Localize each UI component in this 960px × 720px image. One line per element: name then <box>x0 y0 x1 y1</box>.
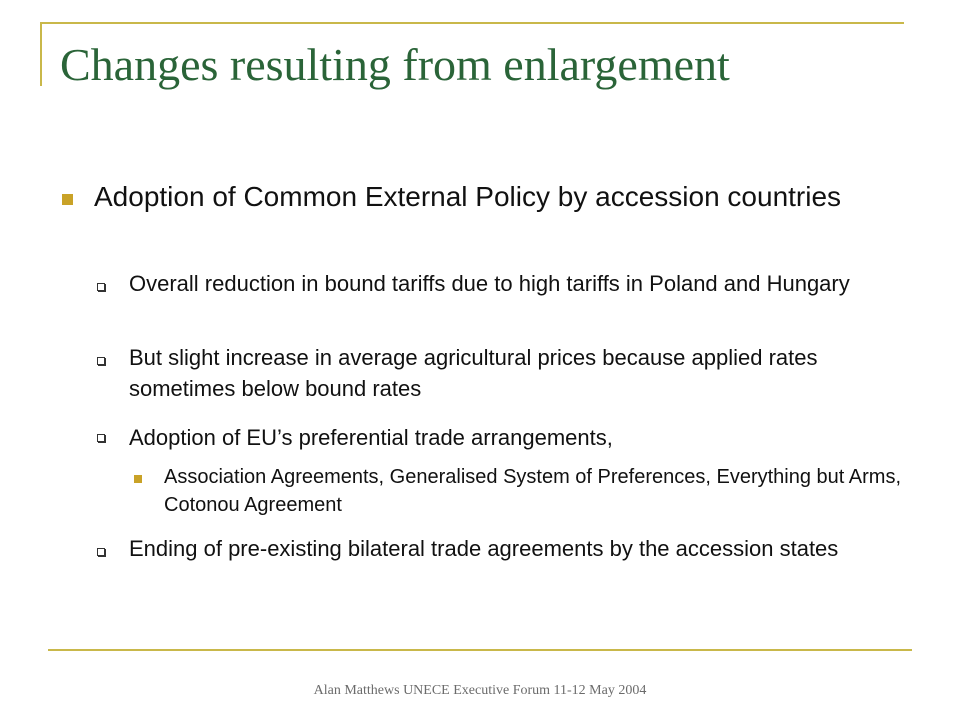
sub-bullet-2: But slight increase in average agricultu… <box>129 345 818 401</box>
square-bullet-icon <box>62 194 73 205</box>
sub-bullet-4: Ending of pre-existing bilateral trade a… <box>129 536 839 561</box>
box-bullet-icon <box>97 548 105 556</box>
bottom-border-line <box>48 649 912 651</box>
sub-bullet-1: Overall reduction in bound tariffs due t… <box>129 271 850 296</box>
sub-bullet-3-detail: Association Agreements, Generalised Syst… <box>164 466 902 516</box>
slide-title: Changes resulting from enlargement <box>60 39 730 90</box>
main-bullet-text: Adoption of Common External Policy by ac… <box>94 181 842 212</box>
left-border-line <box>40 22 42 86</box>
box-bullet-icon <box>97 434 105 442</box>
box-bullet-icon <box>97 283 105 291</box>
square-bullet-icon <box>134 475 142 483</box>
box-bullet-icon <box>97 357 105 365</box>
sub-bullet-3: Adoption of EU’s preferential trade arra… <box>129 425 613 450</box>
top-border-line <box>40 22 904 24</box>
slide-footer: Alan Matthews UNECE Executive Forum 11-1… <box>313 683 647 698</box>
